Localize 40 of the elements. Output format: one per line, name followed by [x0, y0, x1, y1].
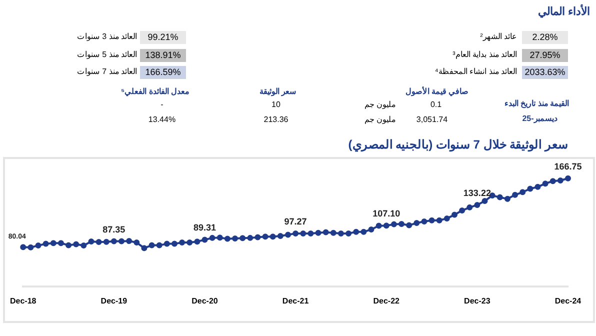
text: 27.95%: [522, 49, 568, 62]
x-tick-label: Dec-20: [192, 296, 218, 306]
data-label: 97.27: [284, 216, 307, 226]
text: سعر الوثيقة: [259, 87, 297, 97]
text: العائد منذ 5 سنوات: [76, 50, 137, 60]
text: 10: [272, 100, 280, 110]
x-tick-label: Dec-18: [10, 296, 37, 306]
text: 213.36: [264, 115, 288, 125]
x-tick-label: Dec-19: [100, 296, 128, 306]
text: معدل الفائدة الفعلي⁵: [120, 87, 190, 97]
data-label: 166.75: [554, 161, 582, 172]
text: القيمة منذ تاريخ البدء: [504, 99, 569, 109]
text: الأداء المالي: [538, 5, 590, 18]
text: العائد منذ بداية العام³: [452, 50, 517, 60]
chart-title: سعر الوثيقة خلال 7 سنوات (بالجنيه المصري): [348, 138, 568, 153]
text: 138.91%: [140, 49, 186, 62]
text: العائد منذ 7 سنوات: [76, 67, 137, 77]
data-label: 107.10: [372, 208, 400, 219]
text: العائد منذ 3 سنوات: [76, 32, 137, 42]
text: العائد منذ انشاء المحفظة⁴: [434, 67, 517, 77]
data-label: 89.31: [193, 222, 216, 233]
text: 2.28%: [522, 31, 568, 44]
text: عائد الشهر²: [480, 32, 517, 42]
text: ديسمبر-25: [522, 114, 558, 124]
text: -: [160, 100, 164, 110]
text: 2033.63%: [522, 66, 568, 79]
data-label: 133.22: [463, 188, 491, 198]
text: 99.21%: [140, 31, 186, 44]
x-tick-label: Dec-24: [554, 296, 582, 306]
text: 166.59%: [140, 66, 186, 79]
text: 3,051.74: [416, 115, 448, 125]
data-label: 87.35: [102, 224, 126, 234]
text: 13.44%: [148, 115, 176, 125]
text: مليون جم: [364, 100, 396, 110]
text: صافي قيمة الأصول: [405, 87, 469, 97]
x-tick-label: Dec-21: [282, 296, 310, 306]
text: 0.1: [430, 100, 442, 110]
text: مليون جم: [364, 115, 396, 125]
x-tick-label: Dec-23: [464, 296, 491, 306]
x-tick-label: Dec-22: [373, 296, 400, 306]
